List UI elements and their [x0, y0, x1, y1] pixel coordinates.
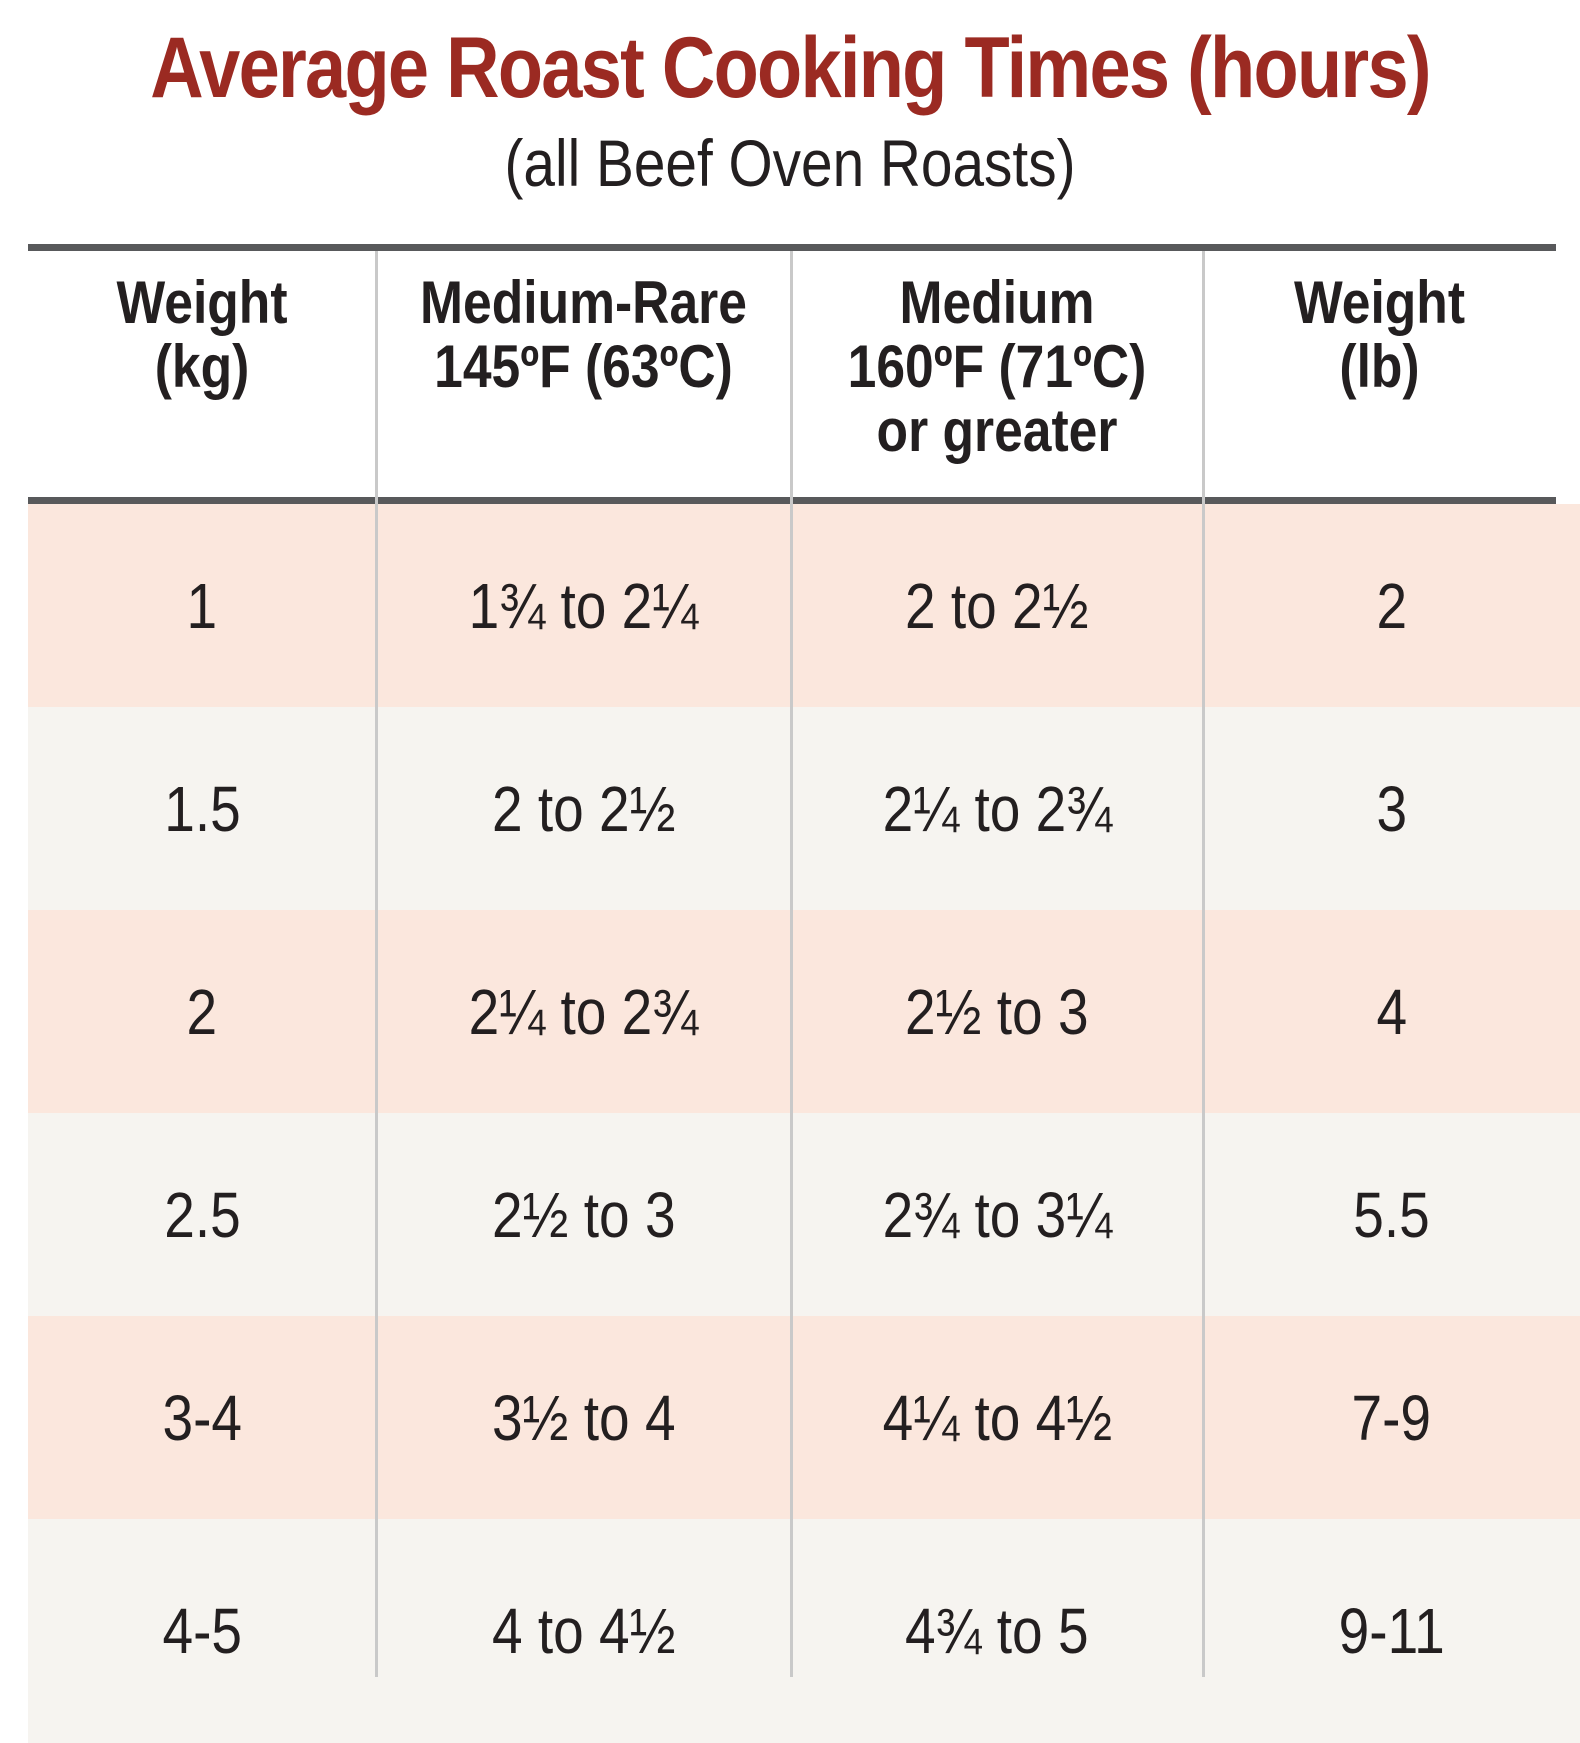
header-line: Weight — [116, 269, 288, 336]
cell-weight-kg: 1.5 — [163, 772, 241, 845]
header-line: or greater — [876, 397, 1118, 464]
column-divider — [375, 251, 378, 1677]
cell-medium: 4¼ to 4½ — [882, 1381, 1112, 1454]
header-line: Medium-Rare — [420, 269, 747, 336]
header-line: 145ºF (63ºC) — [434, 333, 733, 400]
cell-medium: 2¾ to 3¼ — [882, 1178, 1112, 1251]
header-line: Medium — [899, 269, 1095, 336]
cell-weight-kg: 3-4 — [162, 1381, 242, 1454]
table-row: 3-4 3½ to 4 4¼ to 4½ 7-9 — [28, 1316, 1580, 1519]
page-title: Average Roast Cooking Times (hours) — [150, 20, 1431, 116]
table-row: 1.5 2 to 2½ 2¼ to 2¾ 3 — [28, 707, 1580, 910]
cell-medium: 2 to 2½ — [905, 569, 1089, 642]
cell-medium-rare: 2½ to 3 — [491, 1178, 676, 1251]
cell-medium-rare: 3½ to 4 — [491, 1381, 676, 1454]
table-body: 1 1¾ to 2¼ 2 to 2½ 2 1.5 2 to 2½ 2¼ to 2… — [28, 504, 1580, 1743]
cell-medium-rare: 1¾ to 2¼ — [468, 569, 699, 642]
cell-weight-lb: 4 — [1376, 975, 1407, 1048]
table-row: 4-5 4 to 4½ 4¾ to 5 9-11 — [28, 1519, 1580, 1743]
cell-medium: 2¼ to 2¾ — [882, 772, 1112, 845]
cell-weight-kg: 2 — [186, 975, 218, 1048]
header-medium: Medium 160ºF (71ºC) or greater — [791, 251, 1203, 497]
column-divider — [790, 251, 793, 1677]
cell-medium: 4¾ to 5 — [905, 1595, 1089, 1667]
header-line: (lb) — [1339, 333, 1420, 400]
table-row: 1 1¾ to 2¼ 2 to 2½ 2 — [28, 504, 1580, 707]
header-weight-kg: Weight (kg) — [28, 251, 376, 497]
cooking-times-table: Weight (kg) Medium-Rare 145ºF (63ºC) Med… — [28, 244, 1580, 1743]
cell-weight-lb: 7-9 — [1351, 1381, 1432, 1454]
cell-weight-kg: 2.5 — [163, 1178, 241, 1251]
page-subtitle: (all Beef Oven Roasts) — [504, 126, 1076, 200]
cell-medium-rare: 4 to 4½ — [491, 1595, 676, 1667]
header-line: (kg) — [154, 333, 250, 400]
cell-weight-lb: 2 — [1376, 569, 1407, 642]
cell-weight-kg: 1 — [186, 569, 218, 642]
table-top-rule — [28, 244, 1556, 251]
cell-weight-kg: 4-5 — [162, 1595, 242, 1667]
column-divider — [1202, 251, 1205, 1677]
header-weight-lb: Weight (lb) — [1203, 251, 1556, 497]
cell-weight-lb: 9-11 — [1338, 1595, 1445, 1667]
table-row: 2 2¼ to 2¾ 2½ to 3 4 — [28, 910, 1580, 1113]
table-header-row: Weight (kg) Medium-Rare 145ºF (63ºC) Med… — [28, 251, 1556, 497]
cell-weight-lb: 3 — [1376, 772, 1407, 845]
header-medium-rare: Medium-Rare 145ºF (63ºC) — [376, 251, 791, 497]
header-line: 160ºF (71ºC) — [847, 333, 1147, 400]
cell-weight-lb: 5.5 — [1353, 1178, 1430, 1251]
header-line: Weight — [1293, 269, 1466, 336]
cell-medium-rare: 2 to 2½ — [491, 772, 676, 845]
table-row: 2.5 2½ to 3 2¾ to 3¼ 5.5 — [28, 1113, 1580, 1316]
cell-medium-rare: 2¼ to 2¾ — [468, 975, 699, 1048]
cell-medium: 2½ to 3 — [905, 975, 1089, 1048]
